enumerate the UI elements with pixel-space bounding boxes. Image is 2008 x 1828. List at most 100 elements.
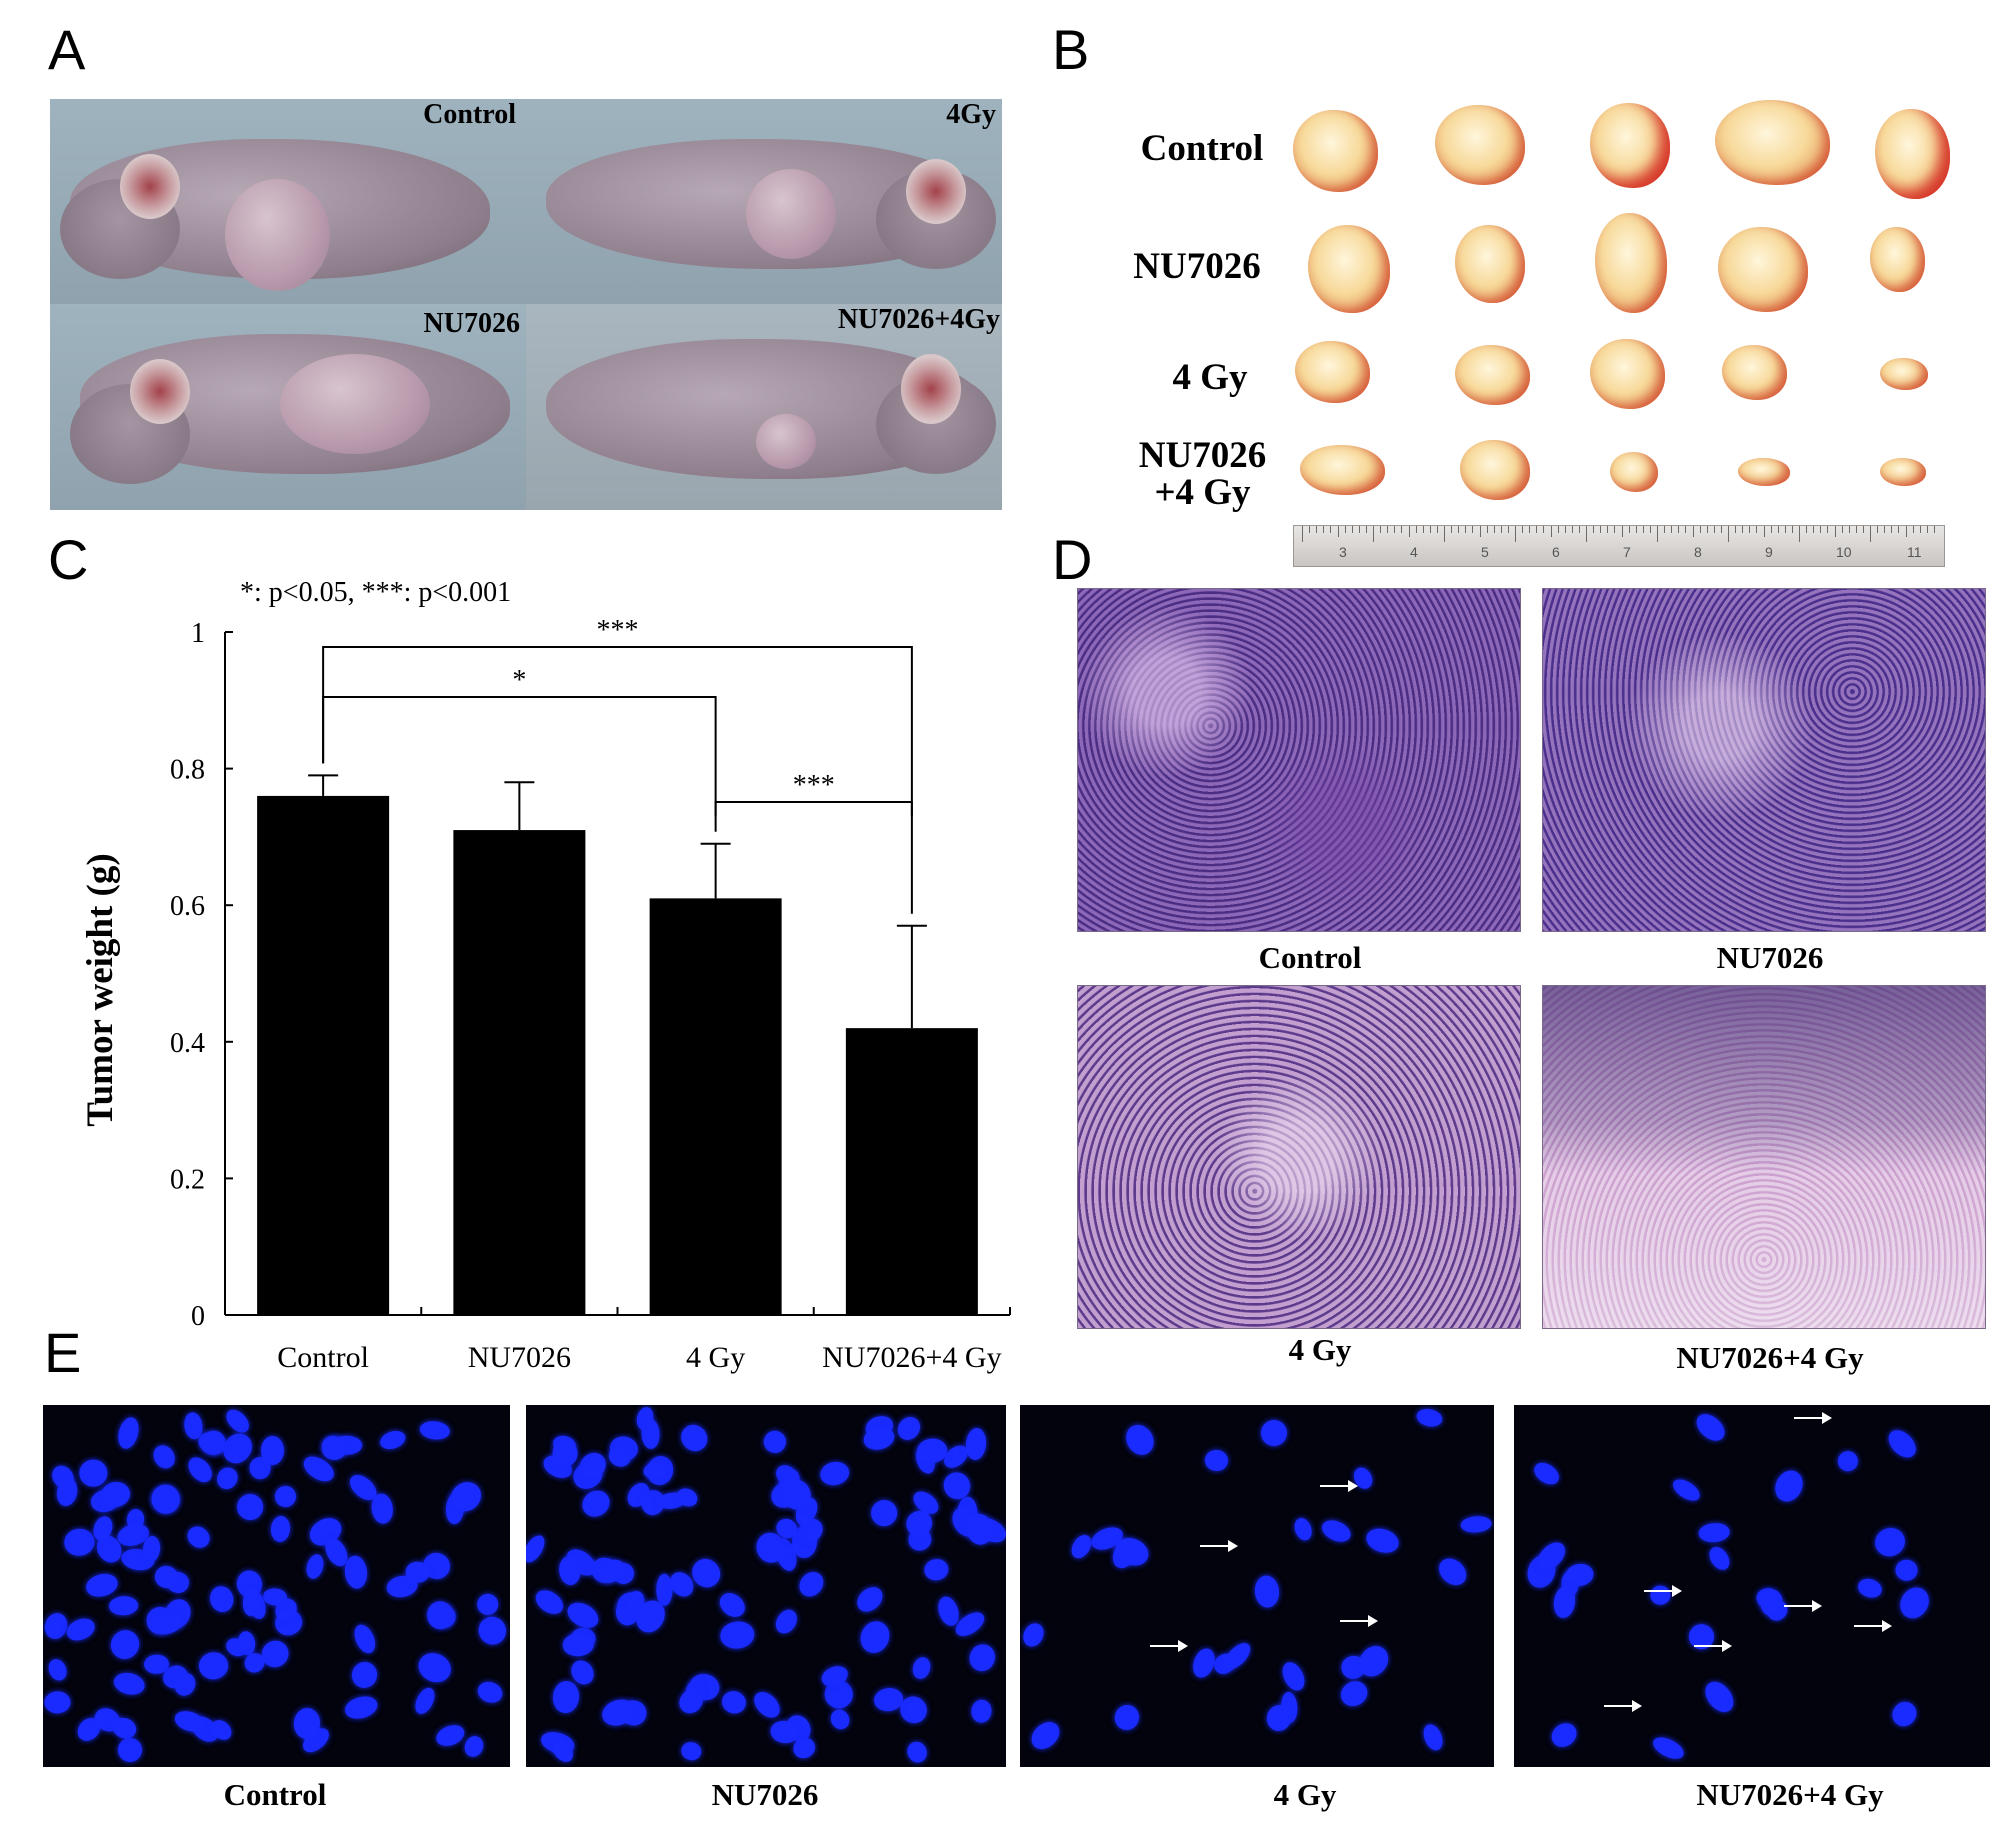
ruler-minor-tick <box>1735 526 1737 533</box>
tumor-sample <box>1595 213 1667 313</box>
cell-nucleus <box>222 1405 254 1437</box>
ruler-minor-tick <box>1515 526 1516 542</box>
ruler-minor-tick <box>1493 526 1495 533</box>
ruler-tick-label: 9 <box>1765 544 1773 560</box>
histology-label-nu7026-4gy: NU7026+4 Gy <box>1676 1340 1864 1375</box>
ruler-minor-tick <box>1933 526 1935 533</box>
apoptosis-arrow-icon <box>1784 1600 1822 1612</box>
apoptosis-arrow-icon <box>1340 1615 1378 1627</box>
tumor-row-label-nu7026-4gy: NU7026 +4 Gy <box>1138 435 1267 513</box>
x-tick-label: 4 Gy <box>686 1341 745 1374</box>
ruler-minor-tick <box>1578 526 1580 533</box>
ruler-minor-tick <box>1330 526 1332 533</box>
ruler-minor-tick <box>1649 526 1651 533</box>
ruler-minor-tick <box>1763 526 1765 537</box>
x-tick-label: NU7026+4 Gy <box>822 1341 1001 1374</box>
significance-stars: * <box>512 665 526 696</box>
ruler-tick-label: 3 <box>1339 544 1347 560</box>
ruler-minor-tick <box>1444 526 1445 542</box>
cell-nucleus <box>261 1435 285 1466</box>
ruler-minor-tick <box>1635 526 1637 533</box>
cell-nucleus <box>965 1640 999 1675</box>
panel-b-letter: B <box>1052 18 1090 81</box>
ruler-tick-label: 5 <box>1481 544 1489 560</box>
cell-nucleus <box>531 1585 568 1620</box>
significance-stars: *** <box>597 615 639 646</box>
ruler-tick-label: 4 <box>1410 544 1418 560</box>
ruler-minor-tick <box>1685 526 1687 533</box>
ruler-minor-tick <box>1550 526 1552 537</box>
cell-nucleus <box>148 1441 179 1473</box>
ruler-minor-tick <box>1749 526 1751 533</box>
mouse-photo-control: Control <box>50 99 526 304</box>
ruler-minor-tick <box>1479 526 1481 537</box>
cell-nucleus <box>1884 1425 1922 1463</box>
cell-nucleus <box>1460 1515 1493 1534</box>
cell-nucleus <box>1531 1458 1564 1489</box>
ruler-minor-tick <box>1926 526 1928 533</box>
ruler-minor-tick <box>1302 526 1303 542</box>
cell-nucleus <box>212 1463 242 1493</box>
histology-label-control: Control <box>1258 940 1362 975</box>
tumor-sample <box>1880 358 1928 390</box>
ruler-tick-label: 6 <box>1552 544 1560 560</box>
ruler-minor-tick <box>1706 526 1708 533</box>
bar-nu7026-4-gy <box>845 1028 978 1315</box>
ruler-ticks: 3 4 5 6 7 8 9 10 11 <box>1294 526 1944 566</box>
tumor-row-label-control: Control <box>1140 128 1264 169</box>
mouse-photo-4gy: 4Gy <box>526 99 1002 304</box>
cell-nucleus <box>818 1458 852 1488</box>
cell-nucleus <box>1363 1525 1403 1558</box>
cell-nucleus <box>1420 1721 1447 1753</box>
ruler-minor-tick <box>1586 526 1587 542</box>
ruler-minor-tick <box>1401 526 1403 533</box>
y-tick-label: 0.2 <box>170 1164 205 1195</box>
cell-nucleus <box>1893 1558 1919 1583</box>
cell-nucleus <box>1551 1585 1577 1620</box>
histology-image-control <box>1077 588 1521 932</box>
ruler-minor-tick <box>1380 526 1382 533</box>
fluorescence-label-nu7026-4gy: NU7026+4 Gy <box>1696 1777 1884 1812</box>
cell-nucleus <box>343 1692 381 1722</box>
cell-nucleus <box>351 1621 380 1657</box>
ruler-minor-tick <box>1557 526 1559 533</box>
tumor-sample <box>1722 345 1787 400</box>
cell-nucleus <box>1705 1543 1734 1574</box>
ruler-minor-tick <box>1678 526 1680 533</box>
cell-nucleus <box>760 1427 791 1457</box>
ruler-minor-tick <box>1593 526 1595 533</box>
tumor-sample <box>1435 105 1525 185</box>
cell-nucleus <box>207 1583 237 1616</box>
cell-nucleus <box>43 1610 71 1643</box>
tumor-sample <box>1870 227 1925 292</box>
ruler-minor-tick <box>1373 526 1374 542</box>
ruler-minor-tick <box>1436 526 1438 533</box>
cell-nucleus <box>231 1488 269 1526</box>
ruler-minor-tick <box>1394 526 1396 533</box>
cell-nucleus <box>893 1412 925 1445</box>
apoptosis-arrow-icon <box>1200 1540 1238 1552</box>
ruler-tick-label: 10 <box>1836 544 1852 560</box>
cell-nucleus <box>714 1587 749 1622</box>
apoptosis-arrow-icon <box>1794 1412 1832 1424</box>
apoptosis-arrow-icon <box>1644 1585 1682 1597</box>
ruler-minor-tick <box>1891 526 1893 533</box>
cell-nucleus <box>771 1606 801 1638</box>
ruler-minor-tick <box>1898 526 1900 533</box>
cell-nucleus <box>923 1557 951 1582</box>
tumor-sample <box>1590 103 1670 188</box>
cell-nucleus <box>461 1733 486 1760</box>
ruler-minor-tick <box>1358 526 1360 533</box>
ruler-minor-tick <box>1791 526 1793 533</box>
y-tick-label: 0 <box>191 1301 205 1332</box>
cell-nucleus <box>1121 1419 1160 1460</box>
tumor-sample <box>1455 225 1525 303</box>
cell-nucleus <box>79 1459 109 1488</box>
ruler-minor-tick <box>1713 526 1715 533</box>
cell-nucleus <box>376 1428 408 1453</box>
cell-nucleus <box>1683 1619 1720 1655</box>
cell-nucleus <box>111 1670 147 1698</box>
tumor-sample <box>1875 109 1950 199</box>
cell-nucleus <box>749 1687 785 1723</box>
ruler-minor-tick <box>1905 526 1907 537</box>
